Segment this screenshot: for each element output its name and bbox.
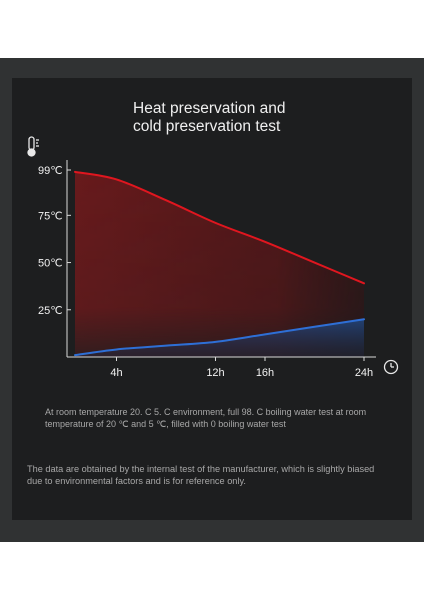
- x-tick-label: 24h: [355, 367, 373, 379]
- series-1-line: [74, 170, 365, 285]
- series-2-line: [74, 318, 365, 357]
- thermometer-icon: [27, 136, 39, 157]
- clock-icon: [383, 359, 399, 375]
- chart-title-line-2: cold preservation test: [133, 118, 281, 135]
- series-1-area: [75, 171, 364, 357]
- x-tick-label: 4h: [110, 367, 122, 379]
- x-tick-label: 16h: [256, 367, 274, 379]
- chart-title-line-1: Heat preservation and: [133, 100, 286, 117]
- disclaimer-note: The data are obtained by the internal te…: [27, 464, 375, 486]
- test-conditions-note: At room temperature 20. C 5. C environme…: [45, 407, 367, 429]
- y-tick-label: 99℃: [38, 165, 63, 177]
- chart-title: Heat preservation and cold preservation …: [133, 100, 333, 136]
- y-tick-label: 50℃: [38, 258, 63, 270]
- x-tick-label: 12h: [206, 367, 224, 379]
- y-tick-label: 75℃: [38, 210, 63, 222]
- y-tick-label: 25℃: [38, 305, 63, 317]
